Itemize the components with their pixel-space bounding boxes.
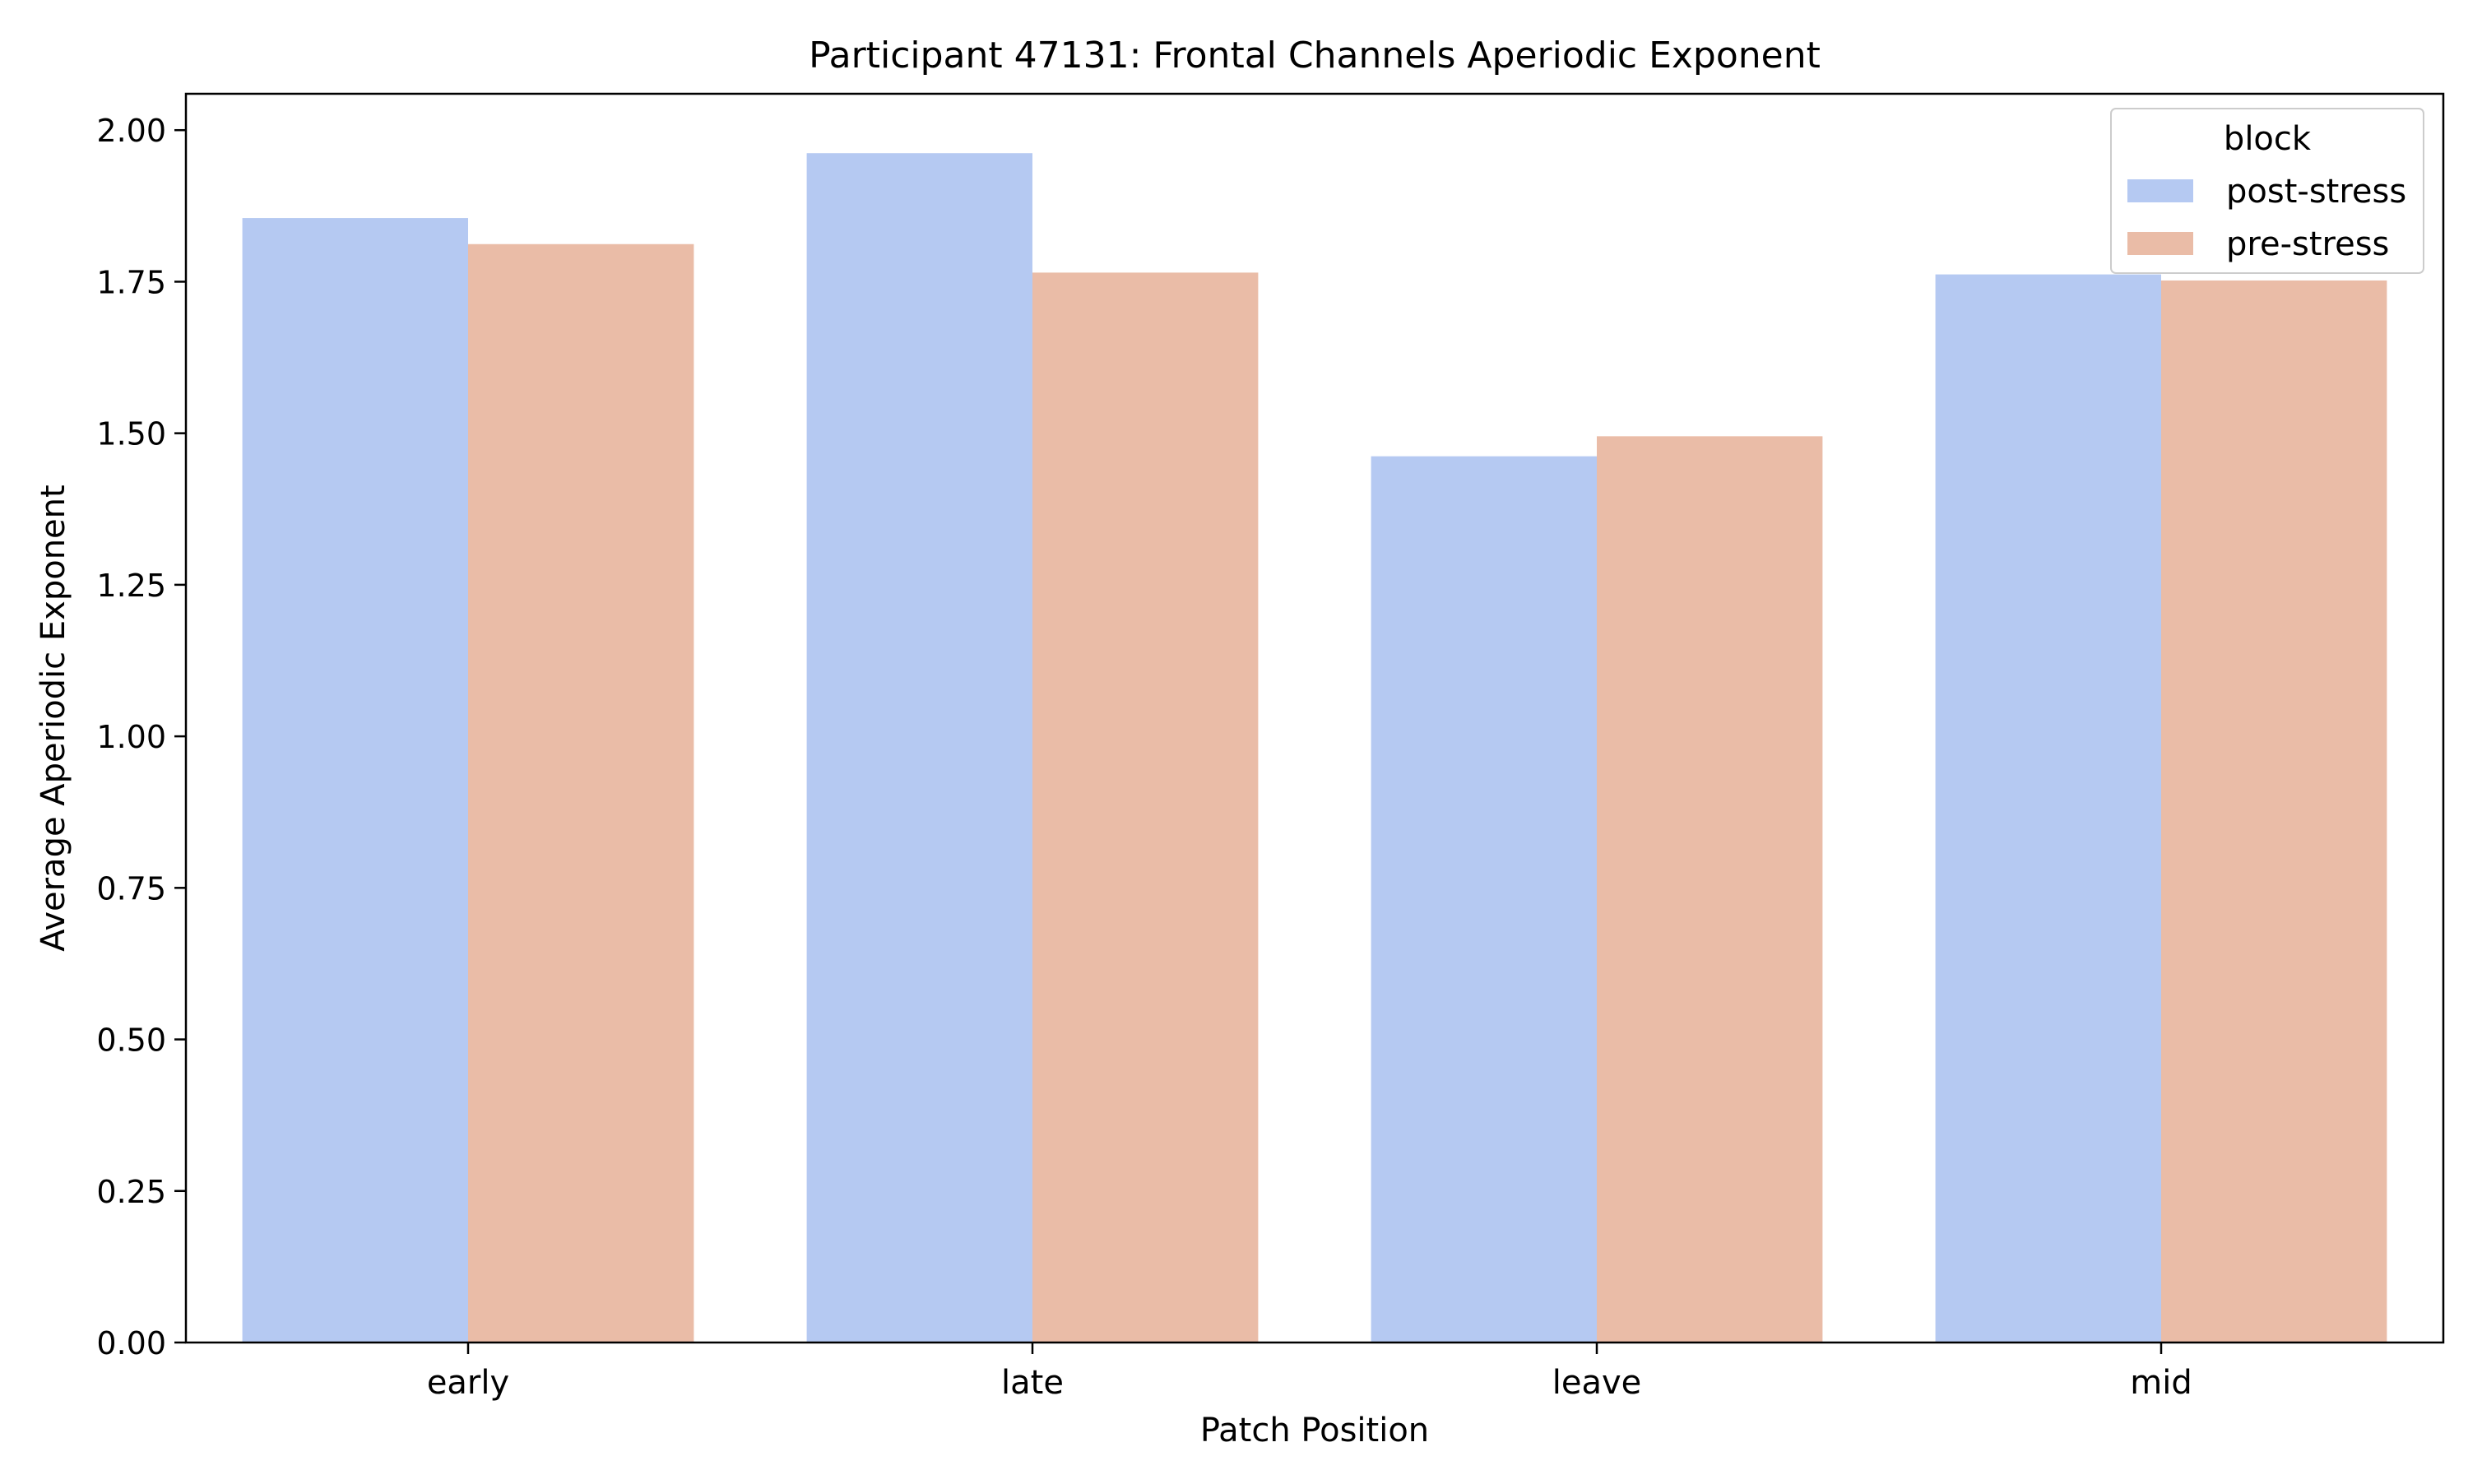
y-tick-label: 2.00 <box>96 113 166 149</box>
legend: block post-stress pre-stress <box>2110 108 2424 274</box>
chart-title: Participant 47131: Frontal Channels Aper… <box>809 35 1821 77</box>
bar-pre-stress-early <box>468 243 694 1343</box>
bar-post-stress-late <box>806 153 1032 1343</box>
y-tick-label: 1.25 <box>96 568 166 604</box>
bar-pre-stress-mid <box>2161 280 2387 1343</box>
bar-post-stress-leave <box>1371 456 1597 1343</box>
legend-label-post-stress: post-stress <box>2226 173 2406 211</box>
legend-title: block <box>2224 120 2312 158</box>
x-tick-label: early <box>427 1364 509 1402</box>
bar-post-stress-early <box>242 218 468 1343</box>
y-tick-label: 0.75 <box>96 870 166 907</box>
legend-entries: post-stress pre-stress <box>2127 173 2406 263</box>
y-tick-label: 0.00 <box>96 1325 166 1361</box>
bar-post-stress-mid <box>1935 274 2161 1343</box>
y-tick-label: 1.00 <box>96 719 166 755</box>
legend-swatch-pre-stress <box>2127 232 2193 255</box>
x-axis: early late leave mid <box>427 1343 2192 1402</box>
bars-layer <box>242 153 2387 1343</box>
bar-pre-stress-late <box>1032 272 1259 1343</box>
y-tick-label: 0.50 <box>96 1023 166 1059</box>
y-tick-label: 1.50 <box>96 416 166 452</box>
legend-label-pre-stress: pre-stress <box>2226 225 2389 263</box>
y-axis: 0.00 0.25 0.50 0.75 1.00 1.25 1.50 1.75 2.00 <box>96 113 186 1361</box>
x-axis-label: Patch Position <box>1200 1412 1429 1449</box>
x-tick-label: late <box>1001 1364 1064 1402</box>
x-tick-label: leave <box>1552 1364 1642 1402</box>
x-tick-label: mid <box>2130 1364 2192 1402</box>
bar-pre-stress-leave <box>1597 436 1823 1343</box>
y-tick-label: 1.75 <box>96 264 166 300</box>
plot-frame <box>184 92 2445 1344</box>
legend-swatch-post-stress <box>2127 179 2193 202</box>
y-axis-label: Average Aperiodic Exponent <box>35 485 72 951</box>
y-tick-label: 0.25 <box>96 1174 166 1210</box>
